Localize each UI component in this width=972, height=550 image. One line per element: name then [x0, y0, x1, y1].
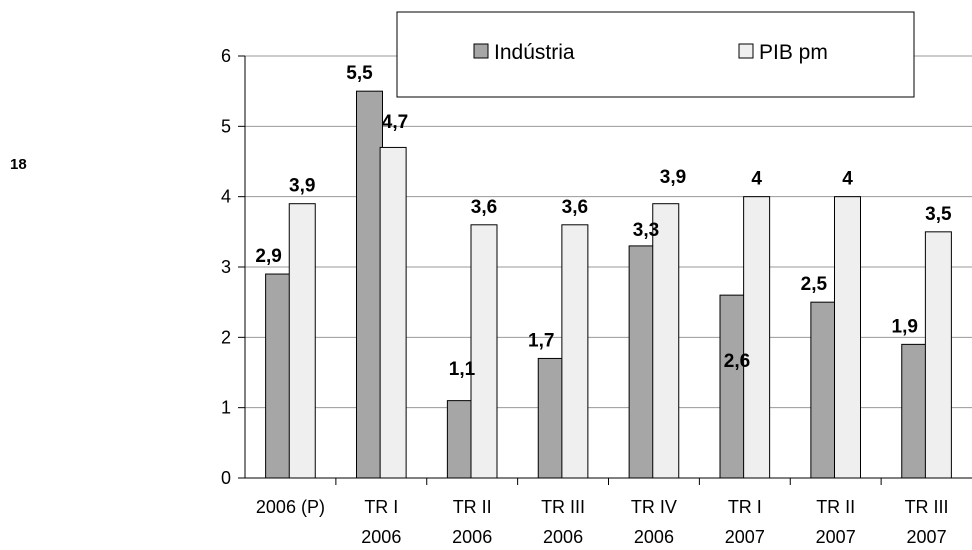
category-label: TR IV: [631, 497, 677, 517]
y-tick-label: 4: [221, 187, 231, 207]
legend-swatch-pib-pm: [738, 43, 754, 59]
page-number: 18: [10, 156, 27, 173]
category-label: 2006 (P): [256, 497, 325, 517]
data-label: 3,9: [289, 176, 315, 197]
bar-industria: [810, 301, 838, 479]
data-label: 4: [842, 169, 853, 190]
category-label: TR II: [816, 497, 855, 517]
bar-pib-pm: [834, 196, 862, 479]
y-tick-label: 5: [221, 116, 231, 136]
gridlines: [245, 55, 972, 409]
y-tick-label: 2: [221, 327, 231, 347]
data-label: 5,5: [346, 63, 373, 84]
y-tick-labels: 0 1 2 3 4 5 6: [221, 46, 231, 488]
bar-industria: [446, 400, 474, 479]
data-label: 1,9: [892, 316, 918, 337]
category-label: TR I: [364, 497, 398, 517]
category-labels: 2006 (P) TR I 2006 TR II 2006 TR III 2006 TR IV…: [256, 497, 949, 547]
bar-pib-pm: [470, 224, 498, 479]
data-label: 2,9: [255, 246, 281, 267]
data-label: 3,5: [925, 204, 952, 225]
y-tick-label: 6: [221, 46, 231, 66]
data-label: 3,3: [633, 220, 659, 241]
data-label: 2,6: [724, 351, 750, 372]
data-label: 3,9: [660, 167, 686, 188]
category-label: 2006: [361, 527, 401, 547]
bar-industria: [265, 273, 293, 479]
data-label: 1,1: [449, 359, 476, 380]
y-tick-label: 3: [221, 257, 231, 277]
y-tick-label: 1: [221, 398, 231, 418]
bar-pib-pm: [652, 203, 680, 479]
category-label: TR I: [728, 497, 762, 517]
data-label: 4,7: [382, 112, 408, 133]
bar-industria: [537, 357, 565, 479]
data-label: 4: [751, 169, 762, 190]
category-label: 2007: [725, 527, 765, 547]
category-label: 2007: [907, 527, 947, 547]
axes: [238, 55, 972, 485]
bar-industria: [628, 245, 656, 479]
legend-swatch-industria: [473, 43, 489, 59]
data-labels: 2,9 5,5 1,1 1,7 3,3 2,6 2,5 1,9 3,9 4,7 3,6 3,6 3,9 4…: [255, 63, 952, 380]
bar-pib-pm: [561, 224, 589, 479]
bar-industria: [901, 343, 929, 479]
bar-industria: [355, 90, 383, 479]
bar-industria: [719, 294, 747, 479]
bar-pib-pm: [743, 196, 771, 479]
category-label: 2006: [543, 527, 583, 547]
bar-pib-pm: [379, 146, 407, 479]
legend-label-pib-pm: PIB pm: [759, 41, 828, 64]
category-label: TR III: [905, 497, 949, 517]
data-label: 3,6: [562, 197, 588, 218]
data-label: 1,7: [528, 330, 554, 351]
category-label: TR III: [541, 497, 585, 517]
category-label: TR II: [453, 497, 492, 517]
bars: [265, 90, 952, 479]
category-label: 2006: [634, 527, 674, 547]
category-label: 2007: [816, 527, 856, 547]
bar-pib-pm: [924, 231, 952, 479]
y-tick-label: 0: [221, 468, 231, 488]
category-label: 2006: [452, 527, 492, 547]
data-label: 2,5: [801, 274, 828, 295]
bar-pib-pm: [288, 203, 316, 479]
data-label: 3,6: [471, 197, 497, 218]
legend-label-industria: Indústria: [494, 41, 575, 64]
legend: Indústria PIB pm: [396, 11, 915, 98]
